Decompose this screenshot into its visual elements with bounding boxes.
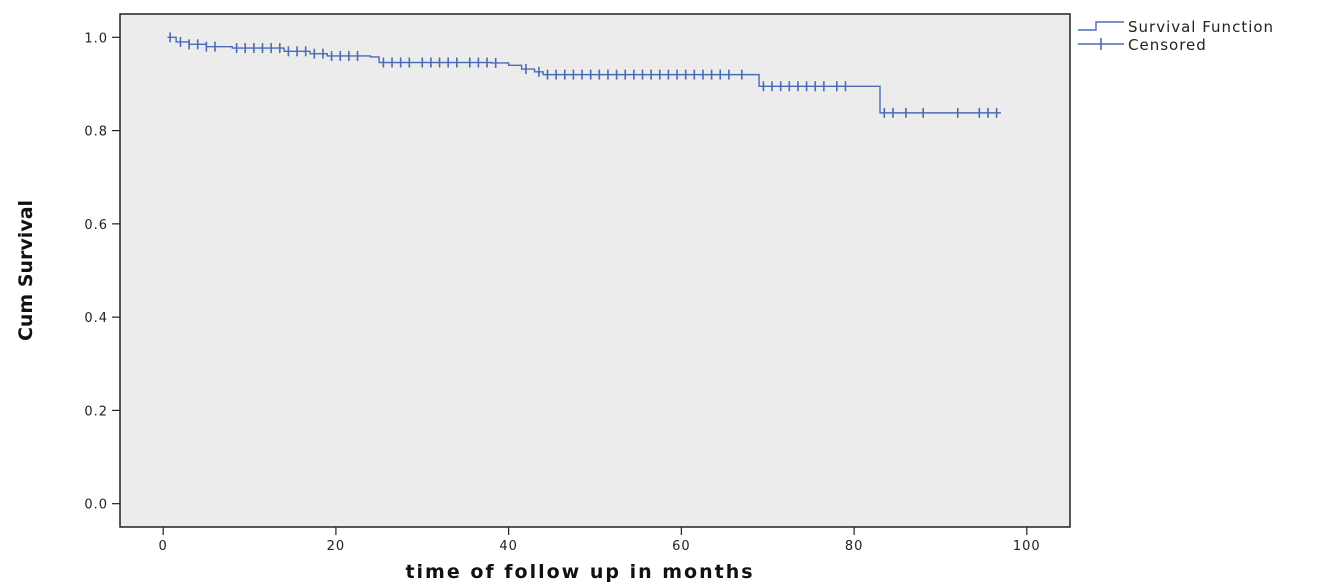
series-layer: [167, 32, 1001, 118]
x-tick-label: 0: [159, 539, 168, 554]
legend-survival-label: Survival Function: [1128, 18, 1274, 36]
x-tick-label: 40: [499, 539, 518, 554]
x-tick-label: 20: [327, 539, 346, 554]
y-tick-label: 0.0: [84, 498, 108, 513]
y-tick-label: 1.0: [84, 31, 108, 46]
plot-area: [119, 13, 1071, 528]
y-tick-label: 0.2: [84, 404, 108, 419]
y-tick-label: 0.4: [84, 311, 108, 326]
x-tick-label: 100: [1013, 539, 1041, 554]
y-axis-title: Cum Survival: [15, 200, 37, 341]
y-tick-label: 0.8: [84, 125, 108, 140]
axes: 0.0 0.2 0.4 0.6 0.8 1.0 0 20 40 60 80 100: [84, 31, 1041, 554]
legend-censored-label: Censored: [1128, 36, 1207, 54]
y-tick-label: 0.6: [84, 218, 108, 233]
x-tick-label: 80: [845, 539, 864, 554]
x-tick-label: 60: [672, 539, 691, 554]
x-axis-title: time of follow up in months: [405, 561, 754, 583]
legend-survival-swatch: [1078, 21, 1124, 31]
